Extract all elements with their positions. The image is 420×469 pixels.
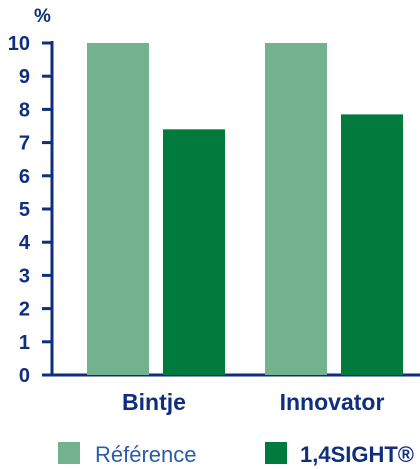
y-unit-label: % — [34, 6, 51, 27]
y-tick-label: 10 — [8, 33, 30, 55]
category-label-bintje: Bintje — [122, 389, 186, 415]
legend-swatch-treatment — [265, 442, 287, 464]
y-tick-label: 5 — [19, 199, 30, 221]
legend-label-reference: Référence — [95, 442, 197, 467]
y-tick-label: 7 — [19, 133, 30, 155]
category-label-innovator: Innovator — [280, 389, 385, 415]
y-tick-label: 3 — [19, 265, 30, 287]
bar-innovator-series-1 — [341, 114, 403, 375]
bars — [87, 43, 403, 375]
y-tick-label: 2 — [19, 299, 30, 321]
y-tick-label: 6 — [19, 166, 30, 188]
y-tick-label: 8 — [19, 99, 30, 121]
bar-innovator-series-0 — [265, 43, 327, 375]
y-tick-label: 9 — [19, 66, 30, 88]
y-tick-label: 4 — [19, 232, 31, 254]
y-tick-label: 1 — [19, 332, 30, 354]
y-ticks: 0 1 2 3 4 5 6 7 8 9 10 — [8, 33, 52, 387]
legend-swatch-reference — [58, 442, 80, 464]
legend-label-treatment: 1,4SIGHT® — [300, 442, 414, 467]
y-tick-label: 0 — [19, 365, 30, 387]
bar-bintje-series-0 — [87, 43, 149, 375]
bar-bintje-series-1 — [163, 129, 225, 375]
